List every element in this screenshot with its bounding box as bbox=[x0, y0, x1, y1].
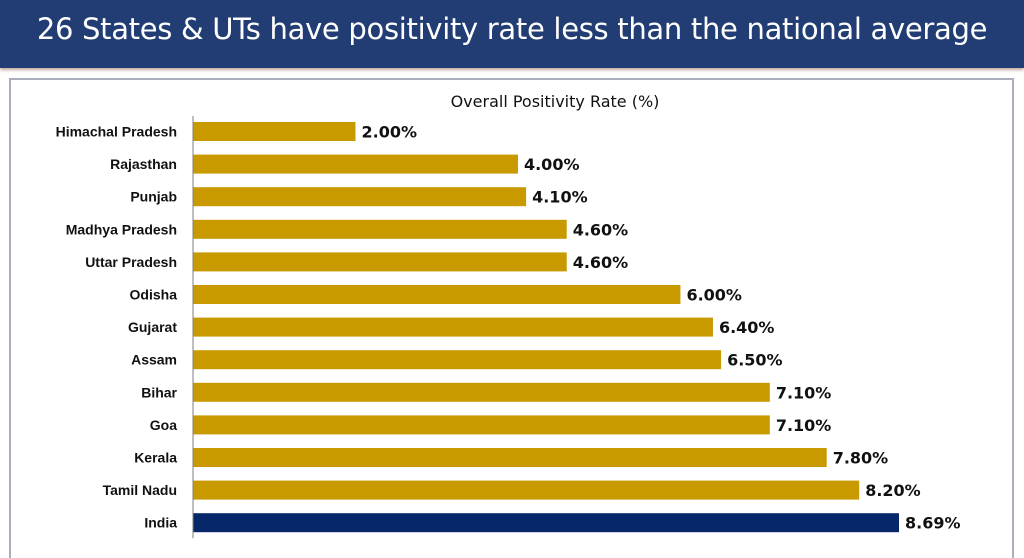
category-label: India bbox=[144, 515, 177, 531]
category-label: Gujarat bbox=[128, 319, 177, 335]
category-label: Punjab bbox=[130, 189, 177, 205]
bars-group: Himachal Pradesh 2.00% Rajasthan 4.00% Punja… bbox=[56, 122, 961, 533]
data-label: 7.10% bbox=[776, 416, 832, 435]
category-label: Rajasthan bbox=[110, 156, 177, 172]
bar-madhya-pradesh bbox=[193, 219, 567, 239]
data-label: 6.40% bbox=[719, 318, 775, 337]
data-label: 7.10% bbox=[776, 383, 832, 402]
bar-kerala bbox=[193, 448, 827, 467]
title-banner: 26 States & UTs have positivity rate les… bbox=[0, 0, 1024, 68]
bar-bihar bbox=[193, 382, 770, 402]
data-label: 7.80% bbox=[833, 449, 889, 468]
data-label: 6.00% bbox=[686, 286, 742, 305]
category-label: Assam bbox=[131, 352, 177, 368]
bar-uttar-pradesh bbox=[193, 252, 567, 272]
page-title: 26 States & UTs have positivity rate les… bbox=[36, 12, 988, 46]
bar-tamil-nadu bbox=[193, 480, 860, 500]
bar-himachal-pradesh bbox=[193, 122, 356, 141]
chart-title: Overall Positivity Rate (%) bbox=[451, 92, 660, 111]
category-label: Bihar bbox=[141, 384, 177, 400]
bar-punjab bbox=[193, 187, 527, 207]
data-label: 8.69% bbox=[905, 514, 961, 533]
data-label: 4.60% bbox=[573, 220, 629, 239]
category-label: Uttar Pradesh bbox=[85, 254, 177, 270]
bar-india bbox=[193, 513, 899, 533]
data-label: 4.60% bbox=[573, 253, 629, 272]
bar-gujarat bbox=[193, 317, 713, 337]
data-label: 8.20% bbox=[865, 481, 921, 500]
category-label: Madhya Pradesh bbox=[66, 221, 177, 237]
bar-goa bbox=[193, 415, 770, 435]
bar-odisha bbox=[193, 285, 681, 304]
data-label: 4.10% bbox=[532, 188, 588, 207]
data-label: 2.00% bbox=[361, 123, 417, 142]
category-label: Himachal Pradesh bbox=[56, 124, 177, 140]
category-label: Goa bbox=[150, 417, 177, 433]
category-label: Odisha bbox=[130, 287, 178, 303]
bar-assam bbox=[193, 350, 722, 370]
data-label: 6.50% bbox=[727, 351, 783, 370]
data-label: 4.00% bbox=[524, 155, 580, 174]
category-label: Kerala bbox=[134, 450, 177, 466]
category-label: Tamil Nadu bbox=[103, 482, 177, 498]
bar-rajasthan bbox=[193, 154, 518, 174]
